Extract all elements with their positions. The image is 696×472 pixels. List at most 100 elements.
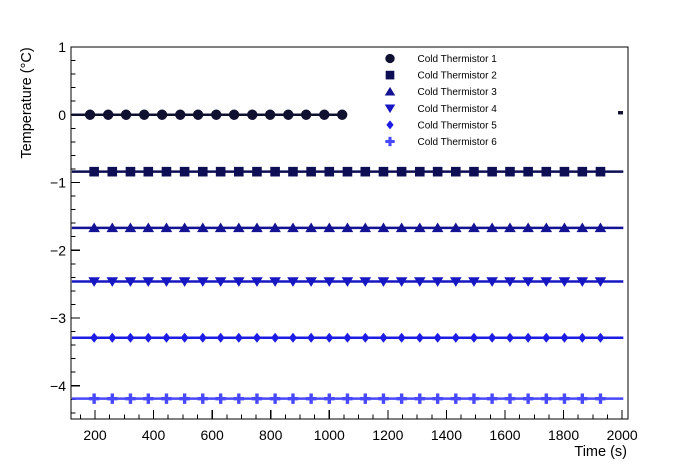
legend-item: Cold Thermistor 1 [385, 53, 498, 65]
series-6-cross-marker-v [598, 393, 603, 404]
y-tick-label: −4 [50, 378, 66, 394]
series-6-cross-marker-v [381, 393, 386, 404]
series-6-cross-marker [595, 393, 606, 404]
series-3-triangle-up-marker [251, 222, 263, 233]
series-2-square-marker [378, 166, 389, 177]
series-4-triangle-down-marker [594, 277, 607, 287]
series-3 [71, 222, 624, 233]
series-2-square-marker [595, 166, 606, 177]
series-6-cross-marker-v [418, 393, 422, 404]
x-tick-label: 1400 [431, 427, 462, 443]
series-1-circle-marker [228, 109, 240, 120]
legend-label: Cold Thermistor 2 [418, 71, 498, 82]
series-6-cross-marker [324, 393, 335, 404]
series-4-triangle-down-marker [233, 277, 245, 287]
series-3-triangle-up-marker [558, 222, 571, 233]
series-6-cross-marker-v [128, 393, 133, 404]
series-6 [71, 393, 624, 404]
series-2-square-marker [215, 166, 226, 177]
series-5-diamond-marker [180, 332, 189, 343]
legend-item: Cold Thermistor 5 [386, 120, 497, 131]
series-3-triangle-up-marker [88, 222, 100, 233]
y-tick-label: 1 [58, 39, 66, 55]
series-4-triangle-down-marker [323, 277, 336, 287]
series-3-triangle-up-marker [233, 222, 245, 233]
series-3-triangle-up-marker [305, 222, 317, 233]
series-2-square-marker [541, 166, 552, 177]
series-4-triangle-down-marker [558, 277, 571, 287]
series-2-square-marker [306, 166, 316, 177]
series-3-triangle-up-marker [106, 222, 119, 233]
series-5-diamond-marker [216, 332, 225, 343]
series-5-diamond-marker [488, 332, 497, 343]
series-3-triangle-up-marker [359, 222, 372, 233]
x-tick-label: 1600 [489, 427, 520, 443]
series-5-diamond-marker [343, 332, 352, 343]
series-6-cross-marker-v [508, 393, 512, 404]
series-4-triangle-down-marker [431, 277, 444, 287]
series-4-triangle-down-marker [522, 277, 534, 287]
series-6-cross-marker-v [255, 393, 259, 404]
series-4-triangle-down-marker [576, 277, 589, 287]
series-3-triangle-up-marker [468, 222, 480, 233]
series-5 [71, 332, 624, 343]
x-tick-label: 400 [142, 427, 166, 443]
series-6-cross-marker [342, 393, 353, 404]
series-3-triangle-up-marker [395, 222, 408, 233]
series-6-cross-marker-v [435, 393, 440, 404]
legend-label: Cold Thermistor 3 [418, 87, 498, 98]
series-2-square-marker [577, 166, 588, 177]
series-2-square-marker [143, 166, 154, 177]
series-5-diamond-marker [234, 332, 243, 343]
plot-frame [70, 46, 629, 420]
series-3-triangle-up-marker [160, 222, 173, 233]
series-4-triangle-down-marker [88, 277, 100, 287]
series-5-diamond-marker [542, 332, 551, 343]
series-6-cross-marker [559, 393, 570, 404]
series-4-triangle-down-marker [269, 277, 281, 287]
y-tick-label: −3 [50, 310, 66, 326]
series-2-square-marker [451, 166, 461, 177]
series-4-triangle-down-marker [178, 277, 191, 287]
series-5-diamond-marker [252, 332, 261, 343]
series-6-cross-marker [125, 393, 136, 404]
series-3-triangle-up-marker [214, 222, 227, 233]
series-6-cross-marker-v [237, 393, 241, 404]
x-tick-label: 2000 [607, 427, 638, 443]
series-6-cross-marker [432, 393, 443, 404]
series-6-cross-marker [88, 393, 100, 404]
series-5-diamond-marker [596, 332, 605, 343]
series-6-cross-marker-v [526, 393, 530, 404]
series-6-cross-marker [450, 393, 462, 404]
series-4-triangle-down-marker [160, 277, 173, 287]
series-5-diamond-marker [198, 332, 207, 343]
series-5-diamond-marker [90, 332, 99, 343]
series-5-diamond-marker [108, 332, 117, 343]
series-5-diamond-marker [415, 332, 424, 343]
legend-label: Cold Thermistor 1 [418, 54, 498, 65]
series-6-cross-marker-v [580, 393, 585, 404]
series-6-cross-marker-v [273, 393, 277, 404]
series-6-cross-marker-v [92, 393, 96, 404]
series-1-circle-marker [247, 109, 258, 120]
series-6-cross-marker-v [454, 393, 458, 404]
series-5-diamond-marker [126, 332, 135, 343]
series-6-cross-marker-v [544, 393, 548, 404]
series-3-triangle-up-marker [377, 222, 390, 233]
series-3-triangle-up-marker [287, 222, 299, 233]
series-6-cross-marker-v [399, 393, 404, 404]
series-4-triangle-down-marker [450, 277, 462, 287]
series-6-cross-marker [360, 393, 371, 404]
series-2-square-marker [252, 166, 262, 177]
series-4-triangle-down-marker [305, 277, 317, 287]
legend-cross-icon-v [388, 136, 392, 147]
series-2-square-marker [342, 166, 353, 177]
legend-cross-icon [385, 136, 395, 147]
series-2-square-marker [197, 166, 208, 177]
series-3-triangle-up-marker [594, 222, 607, 233]
series-5-diamond-marker [288, 332, 297, 343]
series-2-square-marker [125, 166, 136, 177]
x-tick-label: 200 [83, 427, 107, 443]
series-2-square-marker [179, 166, 190, 177]
series-1-circle-marker [300, 109, 312, 120]
